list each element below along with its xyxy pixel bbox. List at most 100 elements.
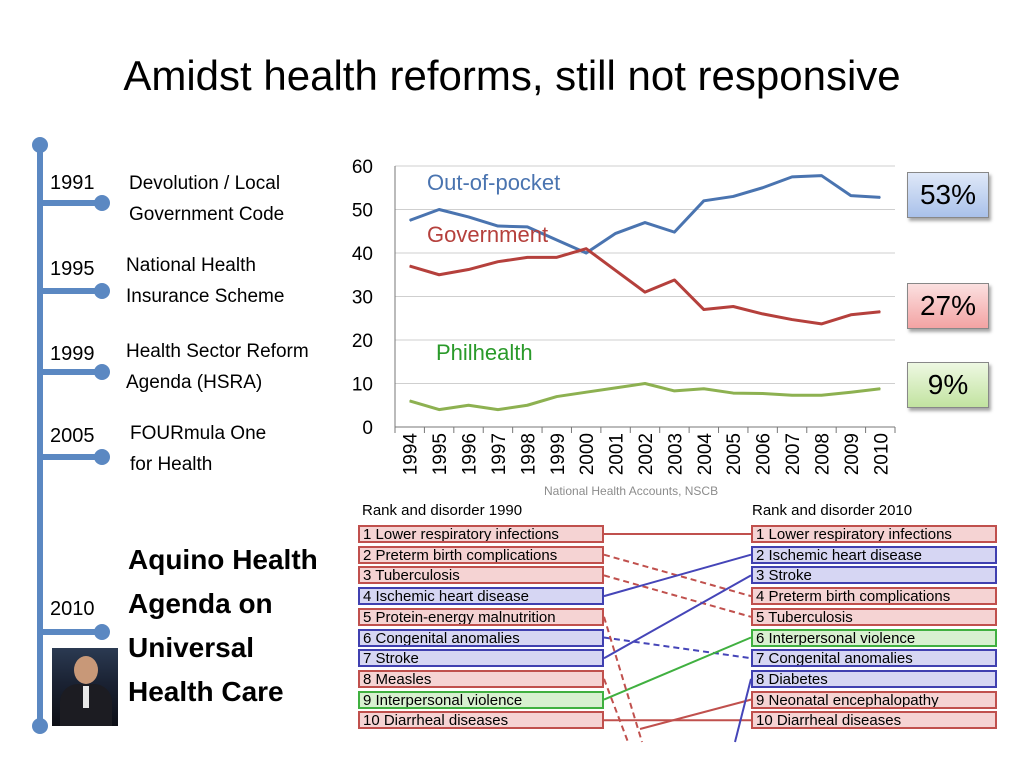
rank-item-1990: 3 Tuberculosis: [358, 566, 604, 585]
x-tick-label: 1997: [489, 433, 510, 475]
data-point: [820, 175, 822, 177]
rank-link-out: [603, 678, 629, 743]
data-point: [820, 394, 822, 396]
rank-link: [603, 574, 752, 660]
rank-item-1990: 7 Stroke: [358, 649, 604, 668]
x-tick-label: 1996: [460, 433, 481, 475]
data-point: [556, 256, 558, 258]
rank-link-in: [639, 698, 752, 730]
data-point: [615, 269, 617, 271]
series-label: Philhealth: [436, 340, 533, 365]
data-point: [409, 219, 411, 221]
rank-item-1990: 5 Protein-energy malnutrition: [358, 607, 604, 626]
rank-item-1990: 9 Interpersonal violence: [358, 690, 604, 709]
data-point: [673, 390, 675, 392]
page-title: Amidst health reforms, still not respons…: [123, 52, 901, 99]
data-point: [585, 252, 587, 254]
series-label: Out-of-pocket: [427, 170, 560, 195]
series-label: Government: [427, 222, 548, 247]
data-point: [438, 274, 440, 276]
data-point: [732, 306, 734, 308]
timeline-highlight-label: Aquino Health Agenda on Universal Health Ca…: [128, 544, 318, 707]
president-photo: [52, 648, 118, 726]
data-point: [673, 279, 675, 281]
data-point: [879, 196, 881, 198]
rank-item-1990: 10 Diarrheal diseases: [358, 711, 604, 730]
x-tick-label: 1994: [401, 433, 422, 476]
timeline-year: 1999: [50, 343, 95, 365]
chart-source: National Health Accounts, NSCB: [544, 484, 719, 498]
data-point: [791, 319, 793, 321]
x-tick-label: 1999: [548, 433, 569, 475]
timeline-dot: [94, 195, 110, 211]
x-tick-label: 1995: [430, 433, 451, 475]
rank-link: [603, 553, 752, 598]
x-tick-label: 2010: [871, 433, 892, 475]
timeline-start-dot: [32, 137, 48, 153]
data-point: [644, 383, 646, 384]
government-end-label: 27%: [907, 283, 989, 329]
x-tick-label: 2001: [607, 433, 628, 475]
data-point: [409, 400, 411, 402]
data-point: [703, 388, 705, 390]
rank-link: [603, 636, 752, 660]
data-point: [468, 269, 470, 271]
rank-header-2010: Rank and disorder 2010: [752, 502, 913, 519]
data-point: [497, 409, 499, 411]
data-point: [615, 232, 617, 234]
timeline-label: FOURmula One for Health: [130, 423, 267, 475]
y-tick-label: 60: [352, 157, 373, 178]
data-point: [673, 231, 675, 233]
rank-item-2010: 3 Stroke: [751, 566, 997, 585]
data-point: [526, 404, 528, 406]
rank-link: [603, 636, 752, 701]
data-point: [556, 396, 558, 398]
timeline-dot: [94, 449, 110, 465]
data-point: [585, 248, 587, 250]
x-tick-label: 1998: [518, 433, 539, 475]
data-point: [791, 176, 793, 178]
x-tick-label: 2003: [665, 433, 686, 475]
data-point: [879, 311, 881, 313]
timeline-graphic: [32, 137, 110, 734]
timeline-dot: [94, 283, 110, 299]
data-point: [879, 388, 881, 390]
rank-header-1990: Rank and disorder 1990: [362, 502, 523, 519]
data-point: [732, 195, 734, 197]
data-point: [497, 225, 499, 227]
rank-item-2010: 9 Neonatal encephalopathy: [751, 690, 997, 709]
data-point: [585, 391, 587, 393]
data-point: [556, 239, 558, 241]
rank-link-in: [734, 678, 752, 743]
rank-item-1990: 8 Measles: [358, 669, 604, 688]
data-point: [791, 394, 793, 396]
x-tick-label: 2005: [724, 433, 745, 475]
timeline-end-dot: [32, 718, 48, 734]
rank-item-2010: 5 Tuberculosis: [751, 607, 997, 626]
y-tick-label: 10: [352, 375, 373, 396]
data-point: [762, 313, 764, 315]
timeline-label: Health Sector Reform Agenda (HSRA): [126, 341, 309, 393]
data-point: [409, 265, 411, 267]
rank-item-2010: 2 Ischemic heart disease: [751, 545, 997, 564]
rank-item-2010: 1 Lower respiratory infections: [751, 525, 997, 543]
x-tick-label: 2009: [842, 433, 863, 475]
rank-item-1990: 2 Preterm birth complications: [358, 545, 604, 564]
rank-item-2010: 7 Congenital anomalies: [751, 649, 997, 668]
rank-item-2010: 4 Preterm birth complications: [751, 587, 997, 606]
data-point: [703, 200, 705, 202]
health-expenditure-chart: 0 10 20 30 40 50 60 1994 1995 1996 1997 1998 1999 200…: [352, 157, 896, 476]
y-tick-label: 20: [352, 331, 373, 352]
rank-item-2010: 6 Interpersonal violence: [751, 628, 997, 647]
timeline-year: 2010: [50, 598, 95, 620]
rank-item-1990: 1 Lower respiratory infections: [358, 525, 604, 543]
data-point: [468, 404, 470, 406]
data-point: [497, 261, 499, 263]
data-point: [850, 391, 852, 393]
data-point: [526, 226, 528, 228]
rank-item-1990: 6 Congenital anomalies: [358, 628, 604, 647]
timeline-year: 2005: [50, 425, 95, 447]
x-tick-label: 2007: [783, 433, 804, 475]
rank-item-2010: 8 Diabetes: [751, 669, 997, 688]
